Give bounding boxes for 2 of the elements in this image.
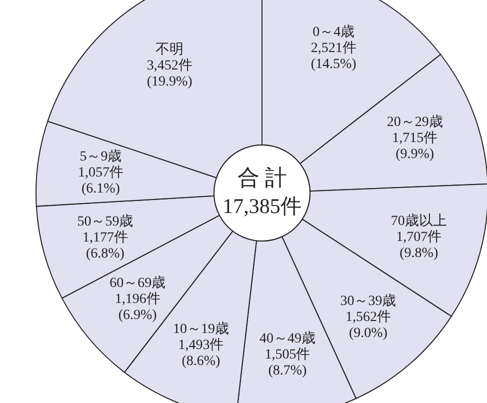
text: 17,385件 — [222, 194, 302, 218]
text: 合 計 — [237, 165, 287, 190]
